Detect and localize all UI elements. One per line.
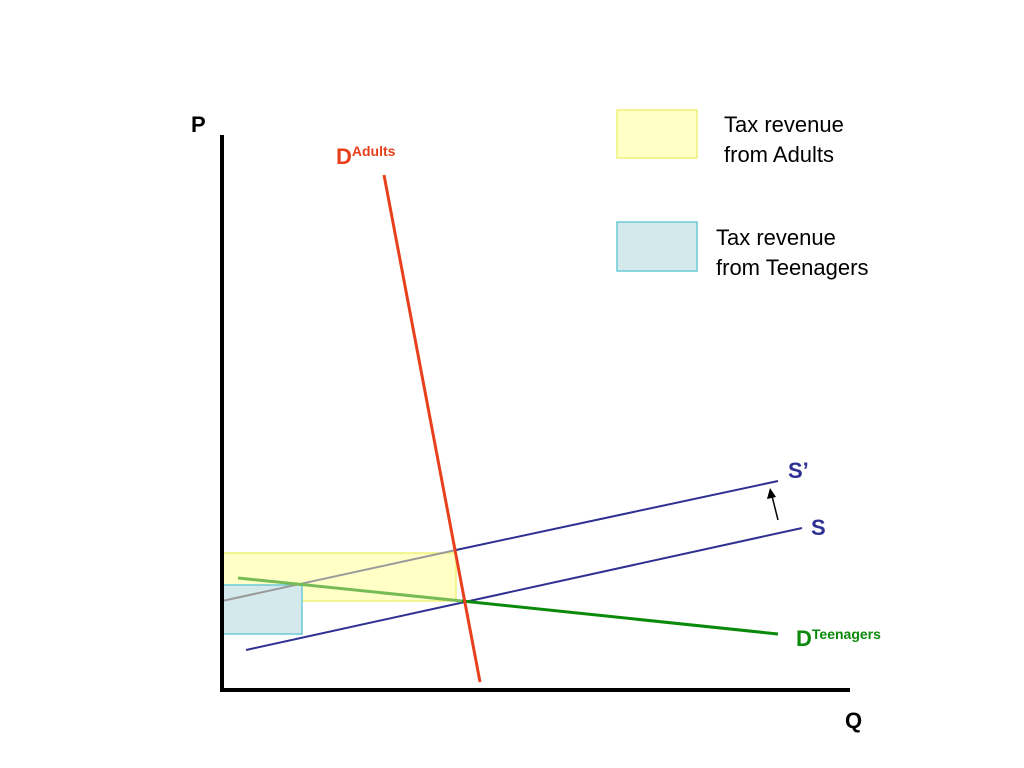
supply-curve xyxy=(245,527,803,651)
y-axis-label: P xyxy=(191,112,206,137)
legend-adults-line1: Tax revenue xyxy=(724,112,844,137)
supply-taxed-curve-faded xyxy=(221,549,457,602)
supply-shift-arrow-head xyxy=(767,488,776,499)
demand-teenagers-label: DTeenagers xyxy=(796,626,881,651)
supply-shift-arrow xyxy=(771,495,779,521)
supply-taxed-label: S’ xyxy=(788,458,809,483)
legend-adults-swatch xyxy=(616,109,698,159)
demand-adults-label: DAdults xyxy=(336,143,396,169)
supply-label: S xyxy=(811,515,826,540)
x-axis-label: Q xyxy=(845,708,862,733)
demand-adults-curve xyxy=(382,174,482,683)
legend-teenagers-line2: from Teenagers xyxy=(716,255,868,280)
supply-taxed-curve xyxy=(455,480,779,551)
legend-adults-line2: from Adults xyxy=(724,142,834,167)
demand-teenagers-curve xyxy=(461,599,779,636)
legend-teenagers-line1: Tax revenue xyxy=(716,225,836,250)
legend-teenagers-swatch xyxy=(616,221,698,272)
demand-teenagers-curve-faded xyxy=(237,576,463,603)
